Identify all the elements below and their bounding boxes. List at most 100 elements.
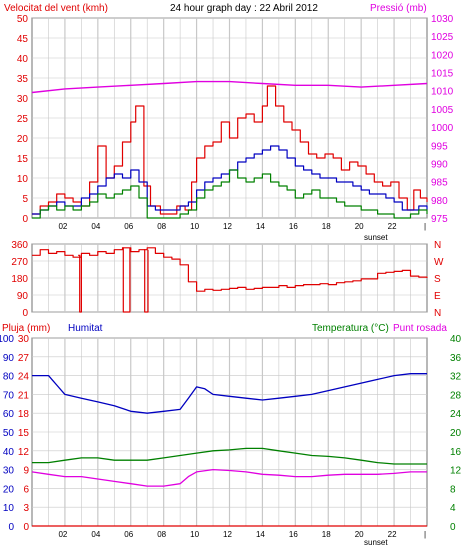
y-tick-label-rain: 12 [18,447,30,458]
y-tick-label-humidity: 10 [3,503,15,514]
axis-labels: 02 04 06 08 10 12 14 16 18 20 22 |02 04 06 08 10 12 14 16 1… [0,14,462,539]
y-tick-label-wind: 45 [17,34,29,45]
y-tick-label-rain: 27 [18,353,30,364]
y-tick-label-direction: 360 [11,240,28,251]
y-tick-label-pressure: 990 [431,159,448,170]
y-tick-label-temp: 8 [450,484,456,495]
y-tick-label-pressure: 975 [431,214,448,225]
gridlines [31,17,428,527]
y-tick-label-wind: 20 [17,134,29,145]
y-tick-label-rain: 6 [23,484,29,495]
x-tick-label: 06 [124,222,133,231]
x-tick-label: 08 [157,530,166,539]
x-tick-label: 20 [355,530,364,539]
y-tick-label-temp: 16 [450,447,462,458]
y-tick-label-humidity: 100 [0,334,14,345]
y-tick-label-temp: 4 [450,503,456,514]
y-tick-label-rain: 30 [18,334,30,345]
y-tick-label-direction: 270 [11,257,28,268]
y-tick-label-humidity: 0 [8,522,14,533]
x-tick-label: 12 [223,222,232,231]
x-tick-label: 22 [388,530,397,539]
x-tick-label: | [424,222,426,231]
y-tick-label-pressure: 1030 [431,14,454,25]
series-line-direction [32,247,428,292]
series-line-direction [122,247,131,313]
series-line-direction [143,249,149,313]
x-tick-label: 16 [289,222,298,231]
x-tick-label: 20 [355,222,364,231]
y-tick-label-pressure: 1000 [431,123,454,134]
y-tick-label-wind: 30 [17,94,29,105]
y-tick-label-temp: 0 [450,522,456,533]
x-tick-label: 16 [289,530,298,539]
y-tick-label-wind: 10 [17,174,29,185]
y-tick-label-pressure: 1025 [431,32,454,43]
y-tick-label-rain: 0 [23,522,29,533]
y-tick-label-temp: 28 [450,390,462,401]
series-line-panel3 [32,447,427,465]
y-tick-label-pressure: 1010 [431,87,454,98]
y-tick-label-wind: 25 [17,114,29,125]
y-tick-label-rain: 18 [18,409,30,420]
wind-speed-label: Velocitat del vent (kmh) [4,3,108,14]
pressure-label: Pressió (mb) [370,3,427,14]
compass-letter: N [434,308,441,319]
y-tick-label-humidity: 80 [3,372,15,383]
y-tick-label-direction: 90 [17,291,29,302]
y-tick-label-humidity: 90 [3,353,15,364]
y-tick-label-wind: 5 [22,194,28,205]
x-tick-label: 10 [190,530,199,539]
humidity-label: Humitat [68,323,103,334]
sunset-label-bottom: sunset [364,538,388,547]
x-tick-label: 08 [157,222,166,231]
x-tick-label: | [424,530,426,539]
y-tick-label-wind: 0 [22,214,28,225]
series-line-direction [78,254,82,313]
y-tick-label-wind: 50 [17,14,29,25]
y-tick-label-wind: 35 [17,74,29,85]
x-tick-label: 06 [124,530,133,539]
y-tick-label-pressure: 1020 [431,50,454,61]
x-tick-label: 22 [388,222,397,231]
y-tick-label-temp: 12 [450,466,462,477]
y-tick-label-direction: 180 [11,274,28,285]
y-tick-label-humidity: 70 [3,390,15,401]
x-tick-label: 02 [58,222,67,231]
y-tick-label-pressure: 985 [431,178,448,189]
y-tick-label-temp: 40 [450,334,462,345]
y-tick-label-humidity: 50 [3,428,15,439]
y-tick-label-wind: 40 [17,54,29,65]
y-tick-label-rain: 3 [23,503,29,514]
series-line-panel1 [31,80,428,94]
series-line-panel3 [32,373,427,414]
y-tick-label-temp: 24 [450,409,462,420]
rain-label: Pluja (mm) [2,323,50,334]
x-tick-label: 14 [256,530,265,539]
y-tick-label-pressure: 1005 [431,105,454,116]
temperature-label: Temperatura (°C) [312,323,389,334]
x-tick-label: 14 [256,222,265,231]
compass-letter: N [434,240,441,251]
y-tick-label-wind: 15 [17,154,29,165]
y-tick-label-humidity: 40 [3,447,15,458]
y-tick-label-direction: 0 [22,308,28,319]
x-tick-label: 10 [190,222,199,231]
series-layer [31,80,428,527]
series-line-panel3 [31,468,427,487]
x-tick-label: 12 [223,530,232,539]
series-line-panel1 [32,85,428,215]
chart-title: 24 hour graph day : 22 Abril 2012 [170,3,318,14]
y-tick-label-pressure: 1015 [431,69,454,80]
x-tick-label: 04 [91,530,100,539]
compass-letter: E [434,291,441,302]
y-tick-label-temp: 32 [450,372,462,383]
dew-point-label: Punt rosada [393,323,447,334]
sunset-label-top: sunset [364,233,388,242]
y-tick-label-temp: 20 [450,428,462,439]
x-tick-label: 18 [322,222,331,231]
y-tick-label-rain: 15 [18,428,30,439]
y-tick-label-pressure: 995 [431,141,448,152]
